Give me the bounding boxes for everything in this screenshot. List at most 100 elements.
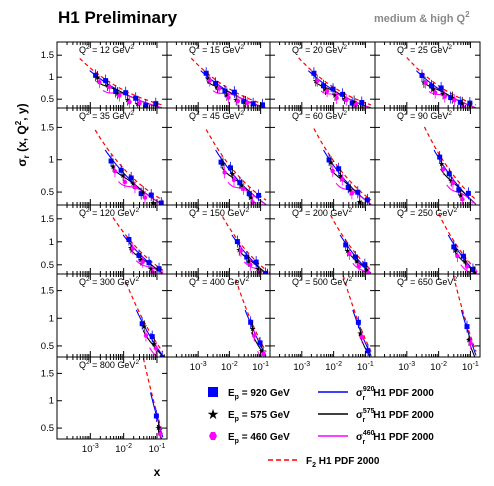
data-point-575: ★ <box>322 85 329 94</box>
data-point-920 <box>345 184 351 190</box>
data-point-575: ★ <box>366 354 373 363</box>
data-point-920 <box>311 70 317 76</box>
panel-label: Q2 = 200 GeV2 <box>292 207 352 218</box>
panel-label: Q2 = 45 GeV2 <box>189 110 244 121</box>
fit460-curve <box>257 351 262 357</box>
data-point-460 <box>452 97 457 103</box>
data-point-575: ★ <box>438 160 445 169</box>
data-point-575: ★ <box>219 159 226 168</box>
y-tick-label: 1.5 <box>41 368 54 379</box>
plot-area: ★★★★ <box>221 216 271 279</box>
f2-fit-curve <box>190 57 267 106</box>
data-point-460 <box>450 180 456 186</box>
data-point-920 <box>156 266 162 272</box>
data-point-460 <box>432 90 438 95</box>
fit460-curve <box>118 181 162 205</box>
figure-subtitle: medium & high Q2 <box>374 10 470 25</box>
legend-label-fit460: σ460 r H1 PDF 2000 <box>356 430 434 446</box>
f2-fit-curve <box>298 57 372 106</box>
data-point-920 <box>465 190 471 196</box>
data-point-920 <box>419 72 425 78</box>
data-point-920 <box>241 98 247 104</box>
data-point-920 <box>349 100 355 106</box>
f2-fit-curve <box>313 128 372 201</box>
panel-label: Q2 = 35 GeV2 <box>79 110 134 121</box>
data-point-460 <box>366 271 371 274</box>
legend-marker-920 <box>208 387 218 397</box>
data-point-575: ★ <box>337 172 344 181</box>
f2-fit-curve <box>205 129 267 201</box>
plot-area: ★★★ <box>125 282 167 357</box>
data-point-575: ★ <box>130 179 137 188</box>
plot-area: ★ <box>452 274 477 357</box>
panel-label: Q2 = 15 GeV2 <box>189 44 244 55</box>
panel-q2-500: ★★10-3 10-2 10-1Q2 = 500 GeV2 <box>269 273 376 373</box>
x-tick-label: 10-3 <box>82 443 99 455</box>
data-point-575: ★ <box>110 162 117 171</box>
panel-grid: ★★★★★0.511.5Q2 = 12 GeV2★★★★★Q2 = 15 GeV… <box>41 41 481 455</box>
data-point-575: ★ <box>137 256 144 265</box>
data-point-575: ★ <box>356 197 363 206</box>
data-point-920 <box>133 95 139 101</box>
panel-label: Q2 = 120 GeV2 <box>79 207 139 218</box>
y-tick-label: 0.5 <box>41 94 54 105</box>
data-point-920 <box>470 266 476 272</box>
data-point-920 <box>103 78 109 84</box>
data-point-575: ★ <box>124 96 131 105</box>
data-point-920 <box>158 200 164 205</box>
data-point-920 <box>203 70 209 76</box>
data-point-575: ★ <box>366 205 373 214</box>
data-point-460 <box>359 203 364 205</box>
data-point-460 <box>238 248 244 253</box>
fit575-curve <box>358 334 371 357</box>
plot-area: ★★ <box>342 275 373 363</box>
panel-label: Q2 = 25 GeV2 <box>397 44 452 55</box>
data-point-920 <box>138 191 144 197</box>
data-point-920 <box>448 95 454 101</box>
fit575-curve <box>237 249 267 274</box>
fit460-curve <box>335 182 371 205</box>
data-point-575: ★ <box>457 191 464 200</box>
data-point-920 <box>352 254 358 260</box>
fit460-curve <box>227 181 267 205</box>
f2-fit-curve <box>342 275 372 352</box>
data-point-575: ★ <box>151 339 158 348</box>
data-point-920 <box>457 99 463 105</box>
data-point-575: ★ <box>141 322 148 331</box>
y-tick-label: 1 <box>49 396 54 407</box>
data-point-920 <box>213 80 219 86</box>
data-point-920 <box>467 100 473 106</box>
data-point-575: ★ <box>347 186 354 195</box>
data-point-460 <box>107 84 112 90</box>
panel-label: Q2 = 90 GeV2 <box>397 110 452 121</box>
panel-frame <box>56 107 168 206</box>
data-point-920 <box>234 239 240 245</box>
x-tick-label: 10-3 <box>398 361 415 373</box>
data-point-920 <box>250 101 256 107</box>
x-tick-label: 10-2 <box>430 361 447 373</box>
data-point-920 <box>437 154 443 160</box>
legend-label-ep920: Ep = 920 GeV <box>228 388 290 401</box>
data-point-575: ★ <box>120 171 127 180</box>
f2-fit-curve <box>79 57 163 106</box>
data-point-920 <box>128 175 134 181</box>
data-point-460 <box>127 99 132 105</box>
data-point-460 <box>347 251 352 257</box>
data-point-575: ★ <box>462 257 469 266</box>
y-tick-label: 0.5 <box>41 187 54 198</box>
data-point-575: ★ <box>104 81 111 90</box>
legend-label-ep575: Ep = 575 GeV <box>228 410 290 423</box>
data-point-460 <box>267 275 271 279</box>
data-point-460 <box>315 78 320 83</box>
data-point-460 <box>112 168 118 174</box>
data-point-575: ★ <box>331 91 338 100</box>
data-point-575: ★ <box>147 265 154 274</box>
data-point-575: ★ <box>229 170 236 179</box>
data-point-575: ★ <box>465 336 472 345</box>
panel-q2-12: ★★★★★ 0.5 1 1.5 Q2 = 12 GeV2 <box>41 41 168 109</box>
data-point-920 <box>136 252 142 258</box>
data-point-460 <box>143 333 149 338</box>
data-point-460 <box>132 185 138 190</box>
data-point-460 <box>261 351 266 356</box>
data-point-920 <box>123 90 129 96</box>
